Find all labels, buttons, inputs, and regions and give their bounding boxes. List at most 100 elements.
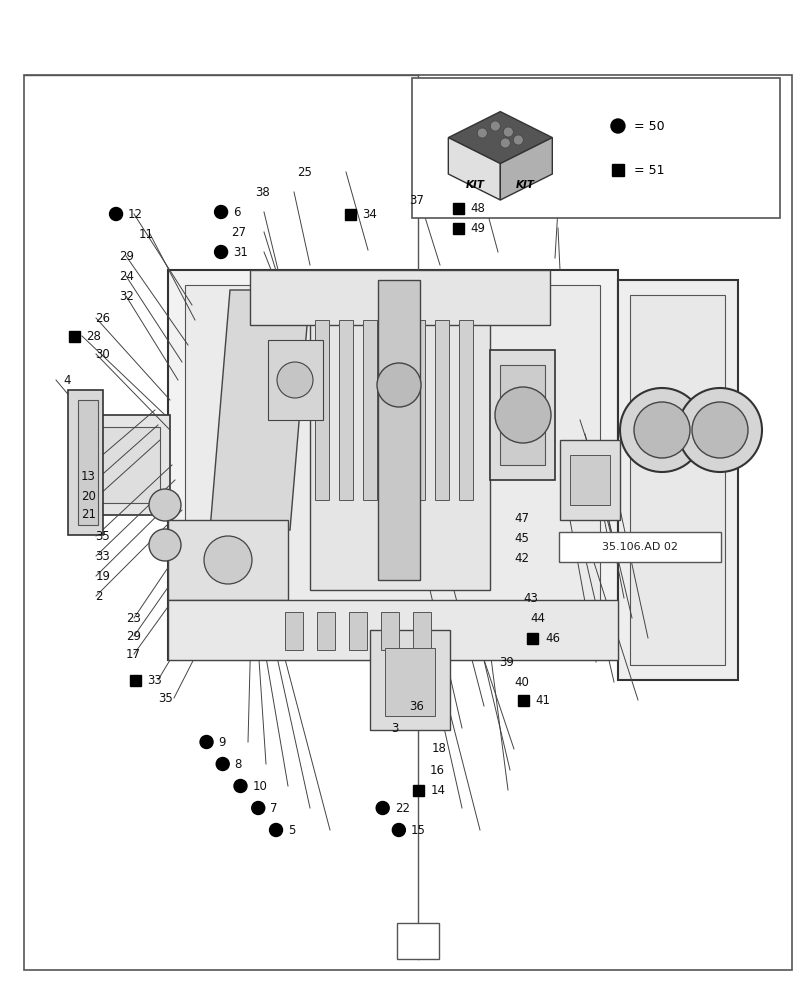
Text: 23: 23 xyxy=(126,611,141,624)
Circle shape xyxy=(149,489,181,521)
Bar xyxy=(618,280,738,680)
Text: 19: 19 xyxy=(95,570,111,582)
Text: 29: 29 xyxy=(126,630,141,643)
Text: 28: 28 xyxy=(86,330,101,342)
Bar xyxy=(528,633,538,644)
Text: 39: 39 xyxy=(499,656,514,668)
Bar xyxy=(363,320,377,500)
Circle shape xyxy=(217,758,229,770)
Text: 29: 29 xyxy=(120,249,135,262)
Text: 18: 18 xyxy=(431,742,446,756)
Bar xyxy=(630,295,725,665)
Polygon shape xyxy=(448,112,553,164)
Polygon shape xyxy=(210,290,310,530)
Bar xyxy=(453,202,464,214)
Bar xyxy=(385,648,435,716)
Text: 13: 13 xyxy=(81,470,95,483)
Circle shape xyxy=(500,138,511,148)
Circle shape xyxy=(478,128,487,138)
Bar xyxy=(315,320,329,500)
Bar xyxy=(69,330,79,342)
Circle shape xyxy=(377,802,389,814)
Text: 42: 42 xyxy=(514,552,529,564)
Text: 35: 35 xyxy=(158,692,173,704)
Bar xyxy=(24,75,792,970)
Bar xyxy=(411,320,425,500)
Bar xyxy=(168,600,618,660)
Text: 35.106.AD 02: 35.106.AD 02 xyxy=(602,542,678,552)
Text: 5: 5 xyxy=(288,824,296,836)
Bar xyxy=(412,78,780,218)
Bar xyxy=(413,784,423,796)
Text: 46: 46 xyxy=(545,632,560,645)
Text: KIT: KIT xyxy=(516,180,535,190)
Circle shape xyxy=(234,780,247,792)
Text: 33: 33 xyxy=(95,550,110,562)
Text: 3: 3 xyxy=(391,722,398,734)
Bar xyxy=(88,415,170,515)
Bar xyxy=(559,532,721,562)
Text: 40: 40 xyxy=(514,676,528,688)
Bar xyxy=(453,223,464,233)
Circle shape xyxy=(252,802,265,814)
Text: 12: 12 xyxy=(128,208,143,221)
Circle shape xyxy=(692,402,748,458)
Text: 20: 20 xyxy=(81,489,95,502)
Bar xyxy=(345,209,356,220)
Bar xyxy=(435,320,449,500)
Text: 44: 44 xyxy=(530,611,545,624)
Circle shape xyxy=(611,119,625,133)
Circle shape xyxy=(513,135,524,145)
Bar xyxy=(381,612,399,650)
Text: 37: 37 xyxy=(409,194,423,207)
Text: 49: 49 xyxy=(470,222,486,234)
Bar xyxy=(100,427,160,503)
Circle shape xyxy=(620,388,704,472)
Circle shape xyxy=(490,121,500,131)
Circle shape xyxy=(393,824,406,836)
Text: = 51: = 51 xyxy=(634,163,664,176)
Text: 47: 47 xyxy=(514,512,529,524)
Bar xyxy=(612,164,624,176)
Bar xyxy=(268,340,323,420)
Text: 9: 9 xyxy=(218,736,226,748)
Text: KIT: KIT xyxy=(466,180,485,190)
Text: 2: 2 xyxy=(95,589,103,602)
Bar xyxy=(130,674,141,686)
Text: 21: 21 xyxy=(81,508,96,520)
Bar xyxy=(78,400,98,525)
Bar xyxy=(518,694,528,706)
Bar xyxy=(370,630,450,730)
Circle shape xyxy=(200,736,213,748)
Text: 31: 31 xyxy=(233,245,248,258)
Bar xyxy=(168,520,288,600)
Circle shape xyxy=(149,529,181,561)
Text: 16: 16 xyxy=(430,764,445,776)
Text: 1: 1 xyxy=(414,934,422,948)
Circle shape xyxy=(270,824,283,836)
Text: 33: 33 xyxy=(147,674,162,686)
Text: 22: 22 xyxy=(394,802,410,814)
Circle shape xyxy=(678,388,762,472)
Text: 10: 10 xyxy=(252,780,267,792)
Circle shape xyxy=(377,363,421,407)
Bar xyxy=(413,612,431,650)
Bar xyxy=(339,320,353,500)
Bar xyxy=(378,280,420,580)
Bar xyxy=(560,440,620,520)
Bar xyxy=(185,285,600,645)
Circle shape xyxy=(634,402,690,458)
Polygon shape xyxy=(448,138,500,200)
Bar xyxy=(310,310,490,590)
Text: 8: 8 xyxy=(234,758,242,770)
Bar xyxy=(317,612,335,650)
Text: 24: 24 xyxy=(120,269,135,282)
Text: 26: 26 xyxy=(95,312,111,324)
Text: 34: 34 xyxy=(362,208,377,221)
Text: 32: 32 xyxy=(120,290,134,302)
Text: 7: 7 xyxy=(270,802,278,814)
Text: 48: 48 xyxy=(470,202,486,215)
Circle shape xyxy=(215,245,228,258)
Circle shape xyxy=(495,387,551,443)
Text: 45: 45 xyxy=(514,532,528,544)
